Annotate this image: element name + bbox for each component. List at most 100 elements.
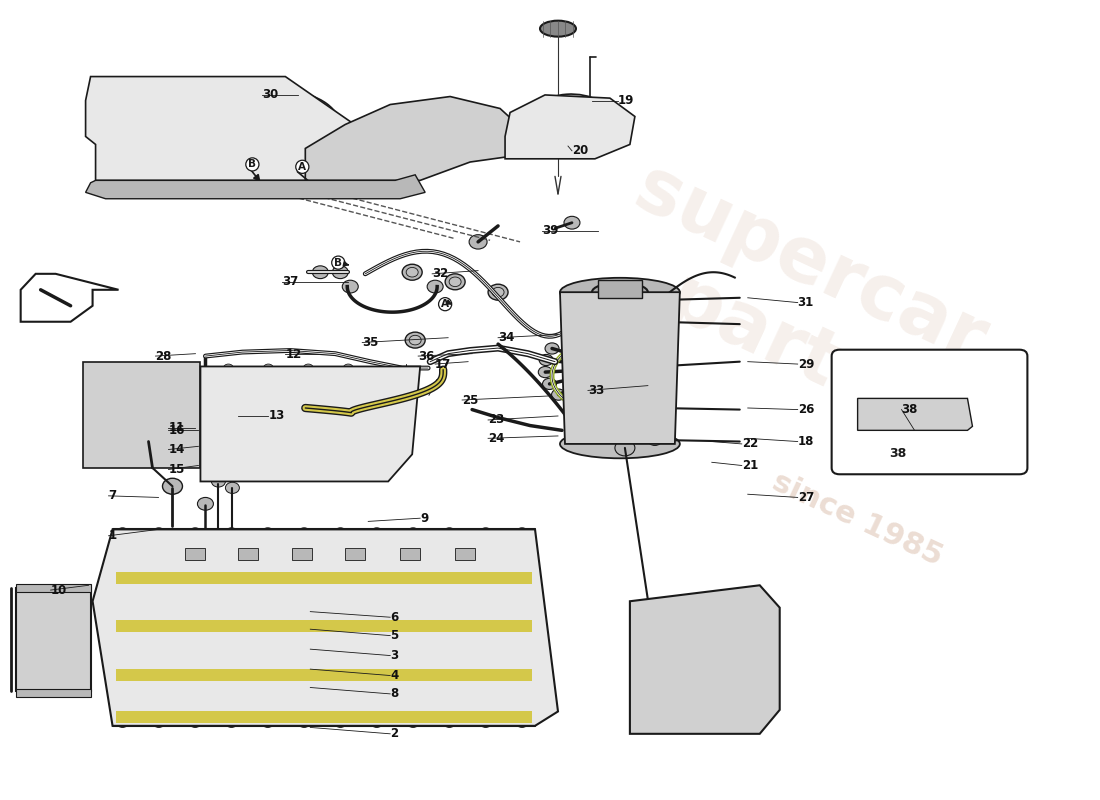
Bar bbox=[598, 280, 642, 298]
Text: 19: 19 bbox=[618, 94, 635, 107]
Ellipse shape bbox=[343, 544, 367, 552]
Ellipse shape bbox=[560, 278, 680, 306]
Text: 39: 39 bbox=[542, 224, 559, 237]
Text: 14: 14 bbox=[168, 443, 185, 456]
Circle shape bbox=[263, 364, 273, 372]
Circle shape bbox=[343, 460, 353, 468]
Circle shape bbox=[446, 274, 465, 290]
Circle shape bbox=[405, 332, 426, 348]
Polygon shape bbox=[858, 398, 972, 430]
Text: 21: 21 bbox=[741, 459, 758, 472]
Circle shape bbox=[304, 460, 313, 468]
Circle shape bbox=[648, 316, 662, 327]
Circle shape bbox=[648, 402, 662, 414]
Circle shape bbox=[488, 284, 508, 300]
Circle shape bbox=[145, 386, 154, 392]
Circle shape bbox=[163, 478, 183, 494]
Polygon shape bbox=[86, 174, 426, 198]
Circle shape bbox=[551, 389, 565, 400]
Circle shape bbox=[189, 718, 201, 727]
Text: since 1985: since 1985 bbox=[768, 468, 947, 572]
Circle shape bbox=[226, 528, 238, 538]
Circle shape bbox=[153, 528, 165, 538]
Circle shape bbox=[189, 528, 201, 538]
Circle shape bbox=[116, 392, 155, 424]
Circle shape bbox=[298, 528, 310, 538]
Circle shape bbox=[117, 528, 129, 538]
Circle shape bbox=[383, 364, 393, 372]
Text: 26: 26 bbox=[798, 403, 814, 416]
Circle shape bbox=[145, 424, 154, 430]
Text: 29: 29 bbox=[798, 358, 814, 370]
Circle shape bbox=[150, 183, 162, 193]
Polygon shape bbox=[116, 620, 532, 631]
Circle shape bbox=[103, 405, 111, 411]
Ellipse shape bbox=[560, 430, 680, 458]
Circle shape bbox=[615, 440, 635, 456]
Text: 27: 27 bbox=[798, 491, 814, 504]
Circle shape bbox=[263, 460, 273, 468]
Text: 1: 1 bbox=[109, 530, 117, 542]
Text: 16: 16 bbox=[168, 424, 185, 437]
Circle shape bbox=[211, 476, 226, 487]
Circle shape bbox=[342, 280, 359, 293]
Circle shape bbox=[564, 216, 580, 229]
Text: 32: 32 bbox=[432, 267, 449, 280]
Text: 30: 30 bbox=[263, 89, 278, 102]
Text: 31: 31 bbox=[798, 296, 814, 309]
Circle shape bbox=[371, 718, 383, 727]
Bar bbox=[186, 548, 206, 560]
Circle shape bbox=[226, 482, 240, 494]
Circle shape bbox=[539, 354, 553, 366]
Circle shape bbox=[383, 460, 393, 468]
Ellipse shape bbox=[664, 635, 745, 699]
Circle shape bbox=[542, 378, 557, 390]
Circle shape bbox=[409, 335, 421, 345]
Ellipse shape bbox=[592, 282, 648, 302]
Ellipse shape bbox=[453, 544, 477, 552]
Bar bbox=[455, 548, 475, 560]
Circle shape bbox=[226, 718, 238, 727]
Polygon shape bbox=[560, 292, 680, 444]
Bar bbox=[293, 548, 312, 560]
Bar bbox=[400, 548, 420, 560]
Ellipse shape bbox=[540, 21, 576, 37]
Text: 17: 17 bbox=[436, 358, 451, 370]
Circle shape bbox=[118, 386, 125, 392]
Bar bbox=[15, 588, 90, 691]
Polygon shape bbox=[505, 95, 635, 159]
Circle shape bbox=[492, 287, 504, 297]
Text: 11: 11 bbox=[168, 422, 185, 434]
Circle shape bbox=[160, 405, 167, 411]
Ellipse shape bbox=[683, 650, 727, 685]
Circle shape bbox=[194, 381, 218, 400]
Circle shape bbox=[480, 528, 492, 538]
Circle shape bbox=[103, 382, 167, 434]
Text: A: A bbox=[298, 162, 306, 172]
Text: 34: 34 bbox=[498, 331, 515, 344]
Text: A: A bbox=[441, 299, 449, 309]
Circle shape bbox=[117, 718, 129, 727]
Polygon shape bbox=[630, 586, 780, 734]
Polygon shape bbox=[200, 366, 420, 482]
Ellipse shape bbox=[184, 544, 208, 552]
Ellipse shape bbox=[121, 88, 230, 156]
Circle shape bbox=[956, 414, 976, 430]
Circle shape bbox=[407, 528, 419, 538]
Ellipse shape bbox=[231, 91, 340, 158]
Circle shape bbox=[427, 280, 443, 293]
Text: 23: 23 bbox=[488, 414, 504, 426]
Text: 5: 5 bbox=[390, 629, 398, 642]
Circle shape bbox=[516, 718, 528, 727]
Polygon shape bbox=[82, 362, 200, 468]
Ellipse shape bbox=[398, 544, 422, 552]
Text: 35: 35 bbox=[362, 336, 378, 349]
Polygon shape bbox=[86, 77, 385, 192]
Text: 4: 4 bbox=[390, 669, 398, 682]
Polygon shape bbox=[116, 711, 532, 723]
Ellipse shape bbox=[236, 544, 261, 552]
Circle shape bbox=[110, 183, 121, 193]
Ellipse shape bbox=[248, 101, 323, 149]
Circle shape bbox=[371, 528, 383, 538]
Circle shape bbox=[262, 528, 274, 538]
